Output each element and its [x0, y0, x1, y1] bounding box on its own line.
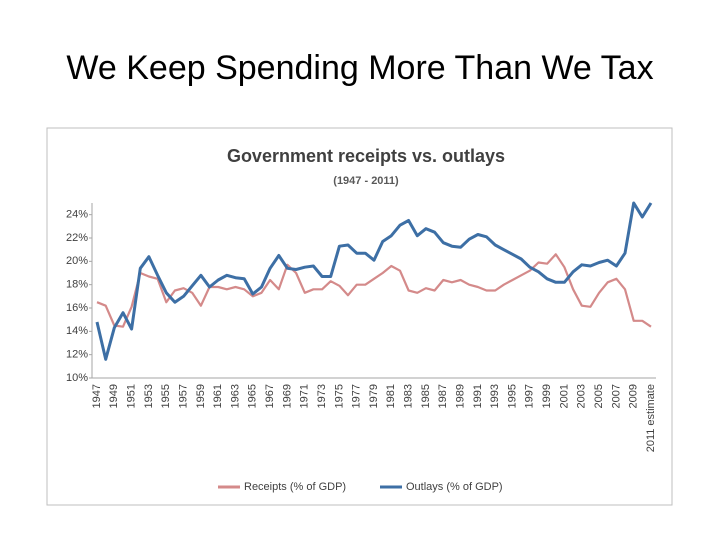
x-tick-label: 1957	[177, 384, 189, 408]
y-tick-label: 14%	[66, 325, 88, 337]
x-tick-label: 1969	[281, 384, 293, 408]
y-tick-label: 20%	[66, 255, 88, 267]
x-tick-label: 1967	[264, 384, 276, 408]
series-line	[95, 201, 653, 361]
chart-title: Government receipts vs. outlays	[227, 146, 505, 166]
x-tick-label: 2009	[628, 384, 640, 408]
x-tick-label: 1987	[437, 384, 449, 408]
x-tick-label: 2007	[610, 384, 622, 408]
y-tick-label: 18%	[66, 279, 88, 291]
x-tick-label: 2011 estimate	[645, 384, 657, 452]
x-tick-label: 1955	[160, 384, 172, 408]
x-tick-label: 1971	[299, 384, 311, 408]
x-tick-label: 1993	[489, 384, 501, 408]
x-tick-label: 1995	[506, 384, 518, 408]
x-tick-label: 1991	[472, 384, 484, 408]
x-tick-label: 1965	[247, 384, 259, 408]
x-tick-label: 1961	[212, 384, 224, 408]
chart-subtitle: (1947 - 2011)	[333, 175, 399, 187]
x-tick-label: 1989	[454, 384, 466, 408]
chart-frame	[46, 127, 673, 506]
x-tick-label: 1953	[143, 384, 155, 408]
x-tick-label: 1975	[333, 384, 345, 408]
x-tick-label: 1973	[316, 384, 328, 408]
x-tick-label: 1977	[351, 384, 363, 408]
x-tick-label: 1949	[108, 384, 120, 408]
y-tick-label: 12%	[66, 349, 88, 361]
x-tick-label: 2001	[558, 384, 570, 408]
x-tick-label: 1963	[229, 384, 241, 408]
y-tick-label: 22%	[66, 232, 88, 244]
x-tick-label: 1985	[420, 384, 432, 408]
x-tick-label: 1951	[126, 384, 138, 408]
y-tick-label: 16%	[66, 302, 88, 314]
x-tick-label: 2005	[593, 384, 605, 408]
legend-label: Receipts (% of GDP)	[244, 481, 346, 493]
x-tick-label: 2003	[576, 384, 588, 408]
y-tick-label: 24%	[66, 209, 88, 221]
x-tick-label: 1997	[524, 384, 536, 408]
slide-title: We Keep Spending More Than We Tax	[66, 49, 653, 87]
x-tick-label: 1999	[541, 384, 553, 408]
x-tick-label: 1979	[368, 384, 380, 408]
y-tick-label: 10%	[66, 372, 88, 384]
x-tick-label: 1959	[195, 384, 207, 408]
legend-label: Outlays (% of GDP)	[406, 481, 503, 493]
x-tick-label: 1983	[403, 384, 415, 408]
x-tick-label: 1981	[385, 384, 397, 408]
x-tick-label: 1947	[91, 384, 103, 408]
